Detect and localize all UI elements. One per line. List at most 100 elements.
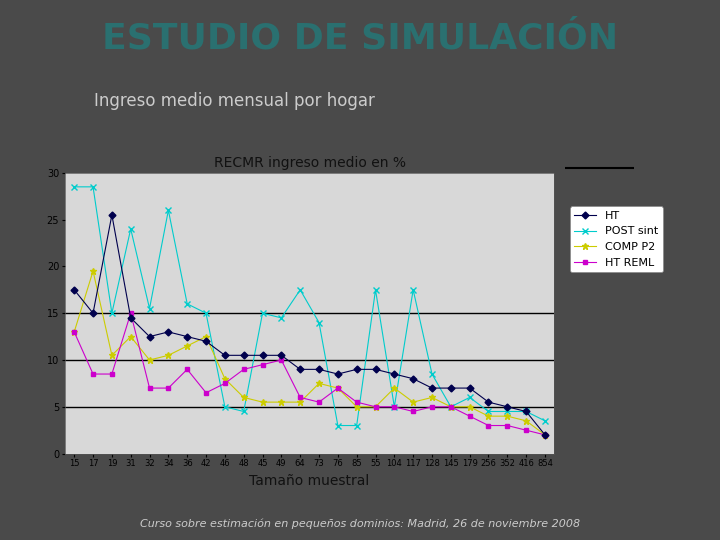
COMP P2 <box>220 375 229 382</box>
Text: Curso sobre estimación en pequeños dominios: Madrid, 26 de noviembre 2008: Curso sobre estimación en pequeños domin… <box>140 519 580 529</box>
POST sint <box>372 287 380 293</box>
COMP P2 <box>503 413 512 420</box>
COMP P2 <box>183 343 192 349</box>
HT REML <box>372 403 380 410</box>
HT <box>220 352 229 359</box>
POST sint <box>239 408 248 415</box>
HT <box>277 352 286 359</box>
HT <box>372 366 380 373</box>
COMP P2 <box>541 431 549 438</box>
COMP P2 <box>333 385 342 392</box>
Text: ESTUDIO DE SIMULACIÓN: ESTUDIO DE SIMULACIÓN <box>102 22 618 56</box>
HT <box>390 371 399 377</box>
POST sint <box>277 315 286 321</box>
POST sint <box>503 408 512 415</box>
HT REML <box>107 371 116 377</box>
POST sint <box>183 301 192 307</box>
POST sint <box>428 371 436 377</box>
COMP P2 <box>107 352 116 359</box>
HT <box>503 403 512 410</box>
HT REML <box>239 366 248 373</box>
POST sint <box>465 394 474 401</box>
POST sint <box>446 403 455 410</box>
X-axis label: Tamaño muestral: Tamaño muestral <box>249 474 370 488</box>
POST sint <box>315 319 323 326</box>
HT <box>333 371 342 377</box>
COMP P2 <box>258 399 267 406</box>
POST sint <box>541 417 549 424</box>
HT REML <box>127 310 135 316</box>
HT REML <box>315 399 323 406</box>
POST sint <box>352 422 361 429</box>
POST sint <box>127 226 135 232</box>
Title: RECMR ingreso medio en %: RECMR ingreso medio en % <box>214 156 405 170</box>
COMP P2 <box>428 394 436 401</box>
COMP P2 <box>296 399 305 406</box>
COMP P2 <box>239 394 248 401</box>
COMP P2 <box>465 403 474 410</box>
HT REML <box>89 371 97 377</box>
POST sint <box>220 403 229 410</box>
COMP P2 <box>315 380 323 387</box>
HT <box>202 338 210 345</box>
HT REML <box>220 380 229 387</box>
COMP P2 <box>89 268 97 274</box>
HT REML <box>70 329 78 335</box>
POST sint <box>202 310 210 316</box>
HT REML <box>277 357 286 363</box>
Line: POST sint: POST sint <box>71 184 548 429</box>
HT <box>315 366 323 373</box>
COMP P2 <box>145 357 154 363</box>
HT REML <box>296 394 305 401</box>
HT <box>70 287 78 293</box>
HT <box>145 333 154 340</box>
COMP P2 <box>409 399 418 406</box>
HT <box>484 399 492 406</box>
HT REML <box>503 422 512 429</box>
HT REML <box>145 385 154 392</box>
HT REML <box>522 427 531 434</box>
COMP P2 <box>70 329 78 335</box>
HT REML <box>409 408 418 415</box>
HT REML <box>484 422 492 429</box>
POST sint <box>70 184 78 190</box>
HT REML <box>183 366 192 373</box>
HT <box>239 352 248 359</box>
HT REML <box>333 385 342 392</box>
HT <box>465 385 474 392</box>
HT REML <box>446 403 455 410</box>
HT <box>409 375 418 382</box>
Line: HT: HT <box>72 212 547 437</box>
HT <box>107 212 116 218</box>
HT REML <box>465 413 474 420</box>
HT <box>183 333 192 340</box>
HT <box>89 310 97 316</box>
HT <box>428 385 436 392</box>
HT <box>164 329 173 335</box>
Line: COMP P2: COMP P2 <box>71 268 549 438</box>
POST sint <box>522 408 531 415</box>
Line: HT REML: HT REML <box>72 310 547 437</box>
HT REML <box>428 403 436 410</box>
Legend: HT, POST sint, COMP P2, HT REML: HT, POST sint, COMP P2, HT REML <box>570 206 663 272</box>
HT <box>352 366 361 373</box>
COMP P2 <box>127 333 135 340</box>
POST sint <box>409 287 418 293</box>
POST sint <box>107 310 116 316</box>
HT <box>296 366 305 373</box>
POST sint <box>484 408 492 415</box>
POST sint <box>333 422 342 429</box>
POST sint <box>164 207 173 213</box>
HT REML <box>352 399 361 406</box>
HT REML <box>164 385 173 392</box>
HT <box>522 408 531 415</box>
HT REML <box>541 431 549 438</box>
COMP P2 <box>164 352 173 359</box>
COMP P2 <box>202 333 210 340</box>
HT <box>541 431 549 438</box>
COMP P2 <box>522 417 531 424</box>
COMP P2 <box>446 403 455 410</box>
COMP P2 <box>484 413 492 420</box>
HT <box>258 352 267 359</box>
COMP P2 <box>352 403 361 410</box>
